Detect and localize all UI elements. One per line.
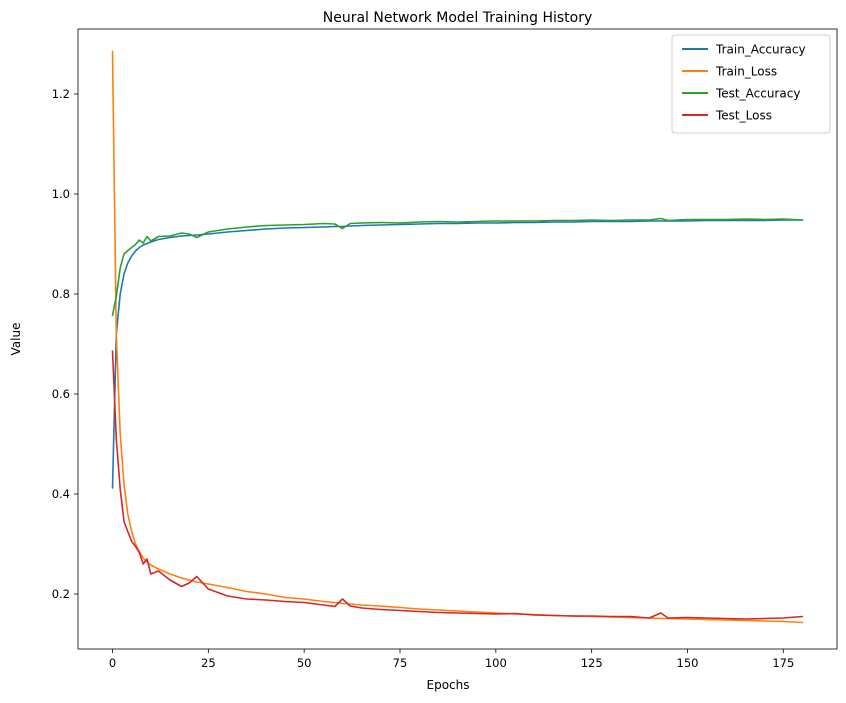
plot-frame: [77, 28, 838, 650]
x-tick-label: 50: [297, 656, 312, 670]
x-tick-label: 0: [109, 656, 116, 670]
series-line-test-accuracy: [111, 217, 804, 317]
x-tick-label: 125: [581, 656, 603, 670]
y-tick-label: 0.6: [52, 387, 70, 401]
chart-title: Neural Network Model Training History: [323, 10, 593, 26]
x-tick-label: 100: [485, 656, 507, 670]
x-tick-label: 75: [393, 656, 408, 670]
y-tick-label: 0.2: [52, 587, 70, 601]
series-line-train-loss: [111, 50, 804, 624]
legend-label: Train_Loss: [715, 65, 777, 79]
y-tick-label: 1.2: [52, 87, 70, 101]
y-axis-label: Value: [9, 323, 23, 356]
axes-layer: [77, 28, 838, 650]
y-tick-label: 0.8: [52, 287, 70, 301]
legend: Train_Accuracy Train_Loss Test_Accuracy Tes…: [671, 34, 831, 134]
x-tick-label: 175: [772, 656, 794, 670]
legend-box: [671, 34, 831, 134]
x-tick-label: 25: [201, 656, 216, 670]
series-line-train-accuracy: [111, 219, 804, 489]
y-axis-ticks: 0.2 0.4 0.6 0.8 1.0 1.2: [52, 87, 78, 601]
x-axis-ticks: 0 25 50 75 100 125 150 175: [109, 649, 794, 670]
series-line-test-loss: [111, 350, 804, 620]
series-layer: [111, 50, 804, 624]
legend-label: Test_Accuracy: [715, 87, 800, 101]
x-tick-label: 150: [677, 656, 699, 670]
legend-label: Train_Accuracy: [715, 43, 806, 57]
legend-label: Test_Loss: [715, 109, 772, 123]
y-tick-label: 1.0: [52, 187, 70, 201]
x-axis-label: Epochs: [427, 678, 470, 692]
y-tick-label: 0.4: [52, 487, 70, 501]
